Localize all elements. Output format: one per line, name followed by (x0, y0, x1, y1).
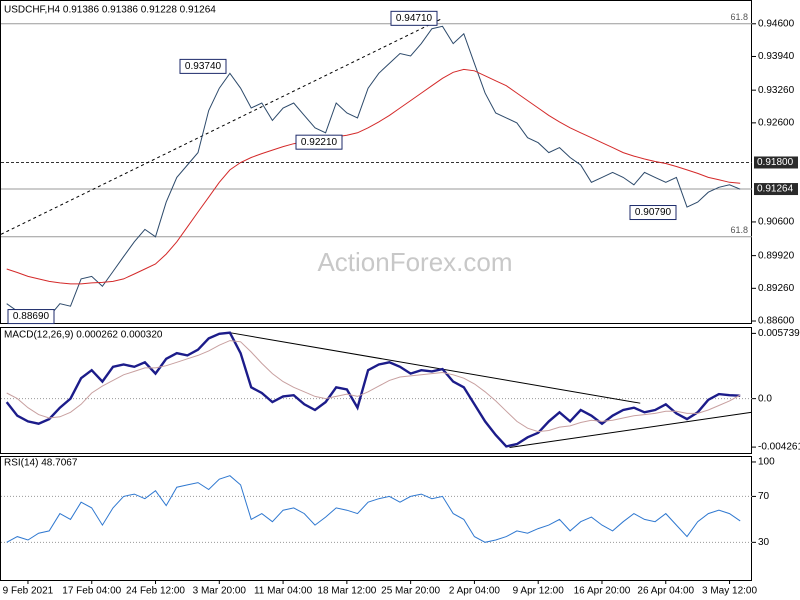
series-line (6, 25, 741, 318)
x-tick-label: 9 Feb 2021 (3, 586, 54, 597)
y-tick-label: 0.0 (758, 393, 772, 404)
marker-label: 0.91264 (757, 184, 794, 195)
series-line (6, 475, 741, 543)
y-tick-label: -0.004261 (758, 442, 800, 453)
y-tick-label: 0.005739 (758, 328, 800, 339)
y-tick-label: 0.89920 (758, 250, 795, 261)
y-tick-label: 0.90600 (758, 217, 795, 228)
annotation-box (179, 58, 227, 74)
x-tick-label: 17 Feb 04:00 (62, 586, 121, 597)
annotation-box (7, 309, 55, 325)
x-tick-label: 25 Mar 20:00 (381, 586, 440, 597)
level-label: 61.8 (730, 12, 748, 22)
x-tick-label: 11 Mar 04:00 (254, 586, 313, 597)
x-tick-label: 26 Apr 04:00 (637, 586, 694, 597)
x-tick-label: 16 Apr 20:00 (574, 586, 631, 597)
series-line (6, 68, 741, 285)
trend-line (509, 411, 752, 449)
x-tick-label: 24 Feb 12:00 (126, 586, 185, 597)
y-tick-label: 0.93940 (758, 51, 795, 62)
y-tick-label: 30 (758, 537, 770, 548)
annotation-box (295, 134, 343, 150)
x-tick-label: 3 Mar 20:00 (193, 586, 247, 597)
title-bg (2, 457, 83, 469)
x-tick-label: 18 Mar 12:00 (317, 586, 376, 597)
y-tick-label: 0.93260 (758, 85, 795, 96)
series-line (5, 331, 741, 448)
x-tick-label: 3 May 12:00 (702, 586, 757, 597)
annotation-box (629, 205, 677, 221)
title-bg (2, 4, 229, 16)
y-tick-label: 0.89260 (758, 283, 795, 294)
title-bg (2, 329, 170, 341)
x-tick-label: 2 Apr 04:00 (449, 586, 501, 597)
annotation-label: 0.93740 (185, 61, 222, 72)
marker-label: 0.91800 (757, 157, 794, 168)
y-tick-label: 70 (758, 491, 770, 502)
annotation-box (390, 10, 438, 26)
marker-box (754, 183, 798, 196)
y-tick-label: 100 (758, 457, 775, 468)
trend-line (0, 17, 443, 235)
y-tick-label: 0.88600 (758, 316, 795, 327)
series-line (6, 340, 741, 433)
annotation-label: 0.88690 (13, 311, 50, 322)
watermark: ActionForex.com (317, 247, 512, 277)
marker-box (754, 156, 798, 169)
panel-title: MACD(12,26,9) 0.000262 0.000320 (4, 330, 163, 341)
annotation-label: 0.94710 (396, 13, 433, 24)
trend-line (229, 332, 641, 404)
macd-panel (0, 327, 752, 454)
annotation-label: 0.90790 (635, 207, 672, 218)
y-tick-label: 0.92600 (758, 117, 795, 128)
annotation-label: 0.92210 (301, 137, 338, 148)
rsi-panel (0, 456, 752, 581)
y-tick-label: 0.94600 (758, 18, 795, 29)
level-label: 61.8 (730, 225, 748, 235)
panel-title: RSI(14) 48.7067 (4, 458, 78, 469)
x-tick-label: 9 Apr 12:00 (513, 586, 565, 597)
panel-title: USDCHF,H4 0.91386 0.91386 0.91228 0.9126… (4, 5, 216, 16)
